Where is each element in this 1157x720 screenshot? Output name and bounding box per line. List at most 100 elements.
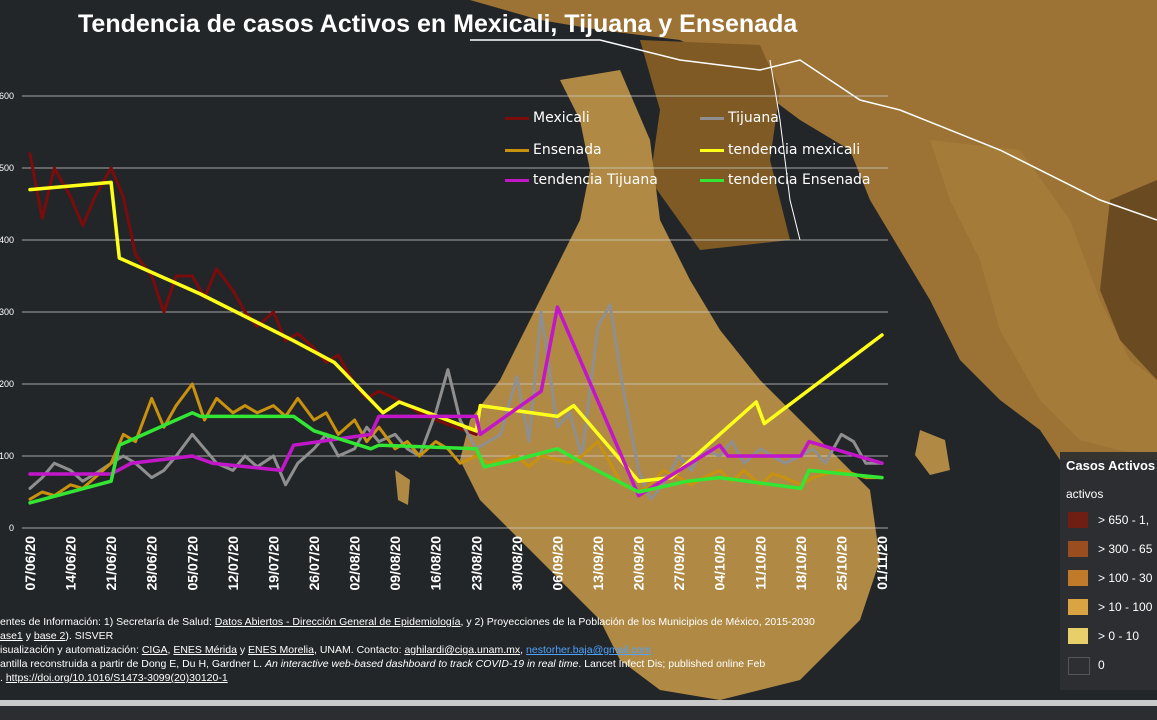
legend-swatch-tendencia-ensenada — [700, 178, 724, 182]
legend-item-tijuana[interactable]: Tijuana — [700, 110, 779, 126]
series-line-tendencia-ensenada — [28, 411, 884, 505]
legend-item-tendencia-mexicali[interactable]: tendencia mexicali — [700, 142, 860, 158]
link-enes-morelia[interactable]: ENES Morelia — [248, 644, 314, 656]
x-tick-label: 25/10/20 — [833, 536, 849, 591]
map-legend-swatch — [1068, 570, 1088, 586]
legend-item-mexicali[interactable]: Mexicali — [505, 110, 590, 126]
legend-label-ensenada: Ensenada — [533, 142, 602, 158]
map-legend-subtitle: activos — [1066, 487, 1104, 501]
x-tick-label: 04/10/20 — [712, 536, 728, 591]
sources-text: . — [0, 672, 6, 684]
sources-text: antilla reconstruida a partir de Dong E,… — [0, 658, 265, 670]
map-legend-label: > 100 - 30 — [1098, 571, 1153, 585]
series-lines — [28, 152, 884, 505]
sources-text: , y 2) Proyecciones de la Población de l… — [460, 616, 815, 628]
y-tick-label: 0 — [9, 523, 14, 533]
x-tick-label: 07/06/20 — [22, 536, 38, 591]
x-tick-label: 12/07/20 — [225, 536, 241, 591]
sources-line-4: antilla reconstruida a partir de Dong E,… — [0, 657, 1010, 671]
map-legend-label: > 10 - 100 — [1098, 600, 1153, 614]
bottom-bar — [0, 700, 1157, 720]
sources-footer: entes de Información: 1) Secretaría de S… — [0, 615, 1010, 685]
legend-item-ensenada[interactable]: Ensenada — [505, 142, 602, 158]
map-state-line — [769, 59, 801, 241]
map-island — [915, 430, 950, 475]
y-tick-label: 200 — [0, 379, 14, 389]
map-legend-label: > 0 - 10 — [1098, 629, 1140, 643]
x-tick-label: 01/11/20 — [874, 536, 890, 590]
map-legend-swatch — [1068, 512, 1088, 528]
sources-text: isualización y automatización: — [0, 644, 142, 656]
legend-item-tendencia-tijuana[interactable]: tendencia Tijuana — [505, 172, 658, 188]
map-land-northeast — [470, 0, 1157, 460]
map-legend-label: 0 — [1098, 658, 1105, 672]
map-legend-panel: Casos Activos activos > 650 - 1, > 300 - … — [1060, 452, 1157, 690]
series-line-tendencia-tijuana — [28, 305, 884, 498]
x-tick-label: 02/08/20 — [347, 536, 363, 591]
y-tick-label: 500 — [0, 163, 14, 173]
map-legend-swatch — [1068, 541, 1088, 557]
legend-label-tijuana: Tijuana — [728, 110, 779, 126]
x-tick-labels: 07/06/20 14/06/20 21/06/20 28/06/20 05/07/20… — [22, 536, 890, 591]
legend-label-tendencia-mexicali: tendencia mexicali — [728, 142, 861, 158]
map-land-east — [930, 140, 1157, 460]
map-legend-swatch — [1068, 628, 1088, 644]
sources-text: , UNAM. Contacto: — [314, 644, 405, 656]
legend-swatch-ensenada — [505, 148, 529, 152]
y-tick-label: 100 — [0, 451, 14, 461]
x-tick-label: 16/08/20 — [428, 536, 444, 591]
map-legend-swatch — [1068, 599, 1088, 615]
chart-title: Tendencia de casos Activos en Mexicali, … — [78, 10, 798, 38]
legend-label-tendencia-ensenada: tendencia Ensenada — [728, 172, 871, 188]
link-base1[interactable]: ase1 — [0, 630, 23, 642]
link-datos-abiertos[interactable]: Datos Abiertos - Dirección General de Ep… — [214, 616, 461, 628]
series-line-mexicali — [28, 152, 478, 436]
map-legend-title: Casos Activos — [1066, 458, 1156, 473]
x-tick-label: 27/09/20 — [671, 536, 687, 591]
map-legend-swatch — [1068, 657, 1090, 675]
legend-label-mexicali: Mexicali — [533, 110, 590, 126]
legend-swatch-tendencia-mexicali — [700, 148, 724, 152]
series-line-ensenada — [28, 382, 884, 501]
x-tick-label: 14/06/20 — [63, 536, 79, 591]
x-tick-label: 13/09/20 — [590, 536, 606, 591]
sources-text: , — [520, 644, 527, 656]
x-tick-label: 26/07/20 — [306, 536, 322, 591]
x-tick-label: 30/08/20 — [509, 536, 525, 591]
x-tick-label: 09/08/20 — [387, 536, 403, 591]
map-land-peninsula — [460, 70, 880, 700]
y-tick-label: 300 — [0, 307, 14, 317]
legend-swatch-mexicali — [505, 116, 529, 120]
legend-swatch-tendencia-tijuana — [505, 178, 529, 182]
link-email-ciga[interactable]: aghilardi@ciga.unam.mx — [404, 644, 521, 656]
x-tick-label: 23/08/20 — [468, 536, 484, 591]
x-tick-label: 21/06/20 — [103, 536, 119, 591]
sources-text: y — [22, 630, 34, 642]
link-base2[interactable]: base 2 — [33, 630, 66, 642]
sources-text: ). SISVER — [65, 630, 114, 642]
map-island-small — [395, 470, 410, 505]
link-ciga[interactable]: CIGA — [141, 644, 168, 656]
map-legend-label: > 300 - 65 — [1098, 542, 1153, 556]
map-land-dark-patch — [1100, 180, 1157, 380]
chart-legend: Mexicali Tijuana Ensenada tendencia mexi… — [505, 110, 885, 200]
link-enes-merida[interactable]: ENES Mérida — [173, 644, 237, 656]
legend-swatch-tijuana — [700, 116, 724, 120]
x-tick-label: 18/10/20 — [793, 536, 809, 591]
x-tick-label: 06/09/20 — [549, 536, 565, 591]
x-tick-label: 20/09/20 — [631, 536, 647, 591]
y-tick-label: 400 — [0, 235, 14, 245]
y-tick-labels: 0 100 200 300 400 500 600 — [0, 91, 14, 533]
sources-line-3: isualización y automatización: CIGA, ENE… — [0, 643, 1010, 657]
sources-text: , — [167, 644, 174, 656]
link-email-nestor[interactable]: nestorher.baja@gmail.com — [526, 644, 652, 656]
y-tick-label: 600 — [0, 91, 14, 101]
map-border-line — [470, 39, 1157, 221]
legend-item-tendencia-ensenada[interactable]: tendencia Ensenada — [700, 172, 871, 188]
link-doi[interactable]: https://doi.org/10.1016/S1473-3099(20)30… — [5, 672, 228, 684]
x-tick-label: 19/07/20 — [265, 536, 281, 591]
map-legend-label: > 650 - 1, — [1098, 513, 1150, 527]
